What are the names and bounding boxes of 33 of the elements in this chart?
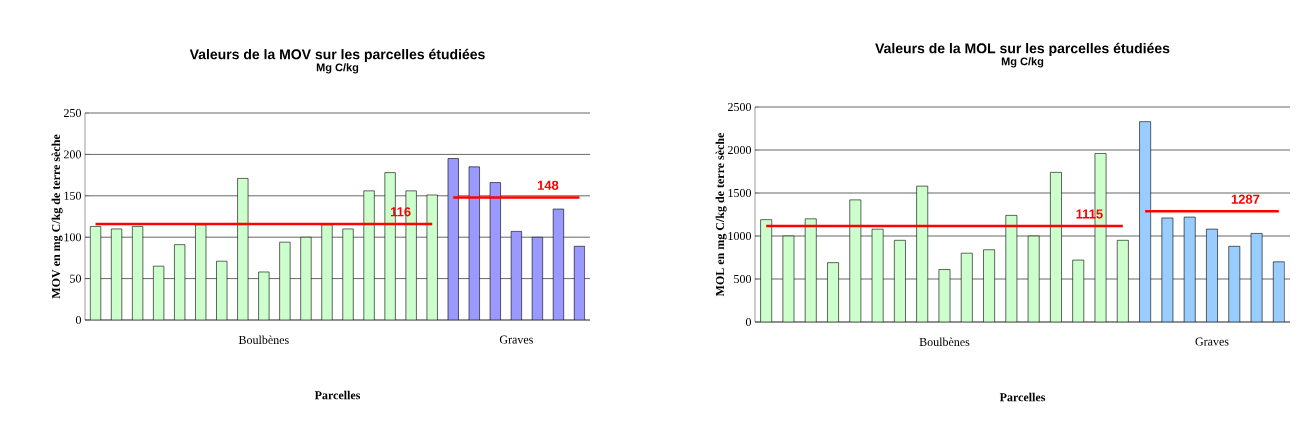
y-tick-label: 50 xyxy=(70,274,82,283)
annotation: 1287 xyxy=(1231,194,1260,204)
y-tick-label: 1000 xyxy=(728,231,752,241)
chart-title: Valeurs de la MOL sur les parcelles étudiées xyxy=(875,42,1170,57)
y-tick-label: 500 xyxy=(734,274,752,284)
bar xyxy=(279,241,291,320)
y-tick-label: 200 xyxy=(64,150,82,159)
y-tick-label: 0 xyxy=(75,315,82,325)
x-tick-label: Boulbènes xyxy=(238,335,289,344)
bar xyxy=(300,236,312,320)
bar xyxy=(321,224,333,320)
chart-subtitle: Mg C/kg xyxy=(1001,57,1044,68)
chart-title: Valeurs de la MOV sur les parcelles étudiées xyxy=(189,48,485,63)
y-axis-title: MOV en mg C/kg de terre sèche xyxy=(51,134,63,299)
bar xyxy=(342,228,354,320)
bar xyxy=(363,190,375,320)
x-tick-label: Graves xyxy=(499,335,533,344)
x-tick-label: Boulbènes xyxy=(919,337,970,346)
y-tick-label: 2000 xyxy=(728,145,752,155)
x-axis-title: Parcelles xyxy=(999,392,1046,402)
y-axis-title: MOL en mg C/kg de terre sèche xyxy=(715,132,727,297)
chart-subtitle: Mg C/kg xyxy=(316,63,359,74)
y-tick-label: 1500 xyxy=(728,188,752,198)
annotation: 148 xyxy=(537,180,559,190)
y-tick-label: 2500 xyxy=(728,102,752,112)
y-tick-label: 0 xyxy=(745,317,752,327)
y-tick-label: 100 xyxy=(64,233,82,242)
x-tick-label: Graves xyxy=(1195,337,1229,346)
y-tick-label: 250 xyxy=(64,108,82,118)
y-tick-label: 150 xyxy=(64,191,82,200)
annotation: 1115 xyxy=(1076,209,1103,219)
x-axis-title: Parcelles xyxy=(314,390,361,400)
annotation: 116 xyxy=(390,207,411,217)
